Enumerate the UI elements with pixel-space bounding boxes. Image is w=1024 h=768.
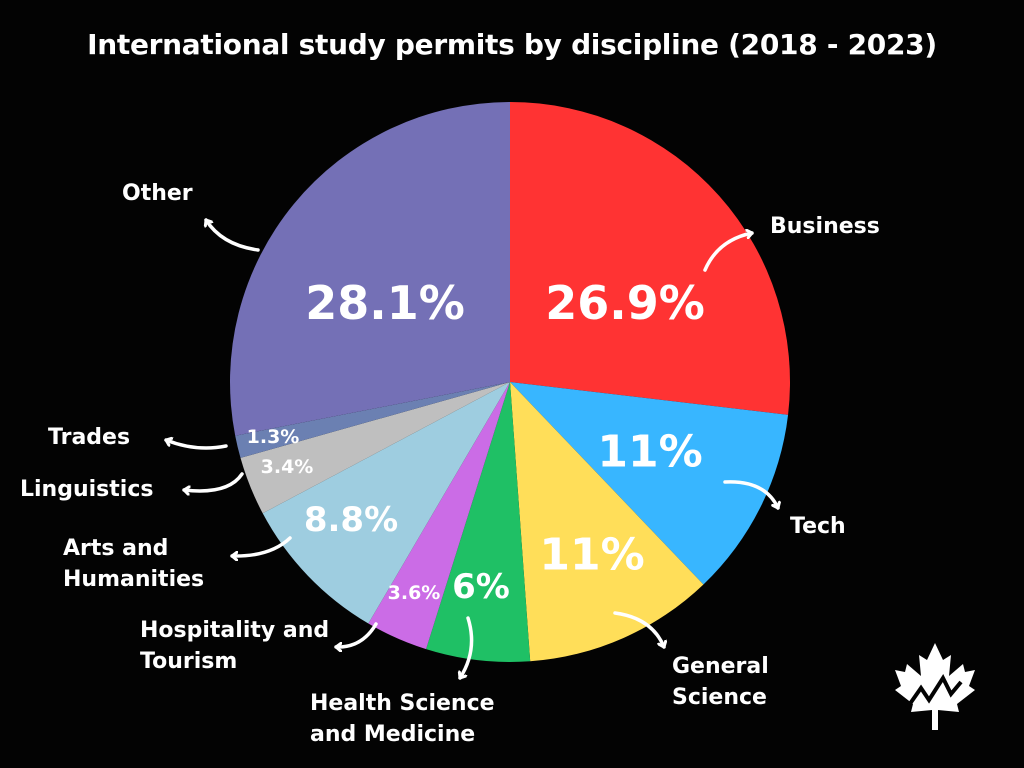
label-business: Business bbox=[770, 214, 880, 239]
label-general-science: General Science bbox=[672, 654, 769, 710]
arrow-trades bbox=[164, 440, 228, 450]
arrow-other bbox=[206, 218, 260, 252]
pie-slice-arts-and-humanities bbox=[262, 382, 510, 624]
pie-slice-other bbox=[229, 102, 510, 436]
arrow-arts bbox=[230, 536, 292, 556]
value-linguistics: 3.4% bbox=[260, 456, 314, 478]
value-trades: 1.3% bbox=[246, 426, 300, 448]
arrow-linguistics bbox=[182, 472, 244, 491]
arrow-tech bbox=[723, 480, 778, 510]
value-health-science: 6% bbox=[452, 567, 510, 607]
label-trades: Trades bbox=[48, 425, 131, 450]
label-hospitality: Hospitality and Tourism bbox=[140, 618, 330, 674]
arrow-business bbox=[703, 233, 754, 272]
arrow-health-science bbox=[460, 616, 474, 680]
arrow-hospitality bbox=[334, 622, 378, 647]
maple-leaf-chart-icon bbox=[895, 643, 975, 730]
label-arts: Arts and Humanities bbox=[63, 536, 205, 592]
value-arts: 8.8% bbox=[303, 500, 399, 540]
value-business: 26.9% bbox=[545, 276, 705, 330]
pie-slice-tech bbox=[510, 382, 789, 585]
label-tech: Tech bbox=[790, 514, 846, 539]
pie-slice-hospitality-and-tourism bbox=[368, 382, 510, 650]
chart-title: International study permits by disciplin… bbox=[87, 28, 937, 61]
pie-slice-health-science-and-medicine bbox=[426, 382, 531, 662]
value-hospitality: 3.6% bbox=[387, 582, 441, 604]
label-linguistics: Linguistics bbox=[20, 477, 154, 502]
pie-slice-general-science bbox=[510, 382, 704, 662]
value-general-science: 11% bbox=[539, 529, 645, 581]
value-tech: 11% bbox=[597, 426, 703, 478]
pie-slice-business bbox=[510, 102, 791, 415]
pie-slice-trades bbox=[235, 382, 510, 458]
label-health-science: Health Science and Medicine bbox=[310, 691, 495, 747]
label-other: Other bbox=[122, 181, 193, 206]
arrow-general-science bbox=[613, 611, 664, 649]
value-other: 28.1% bbox=[305, 276, 465, 330]
pie-slice-linguistics bbox=[240, 382, 510, 514]
